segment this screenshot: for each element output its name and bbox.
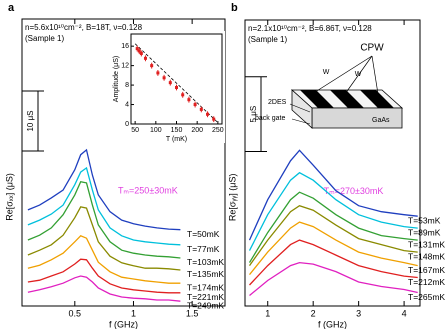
device-diagram: CPW W W 2DES back gate GaAs [255, 43, 404, 129]
series-line [27, 148, 181, 231]
series-label: T=265mK [408, 292, 445, 302]
series-line [248, 204, 418, 266]
arrow [371, 55, 379, 95]
x-tick-label: 200 [191, 127, 203, 134]
point [199, 107, 203, 111]
point [206, 112, 210, 116]
annotation: (Sample 1) [25, 34, 64, 43]
plot-frame [244, 19, 421, 307]
y-tick-label: 12 [121, 62, 129, 69]
x-axis-label: f (GHz) [109, 319, 138, 329]
series-line [27, 275, 181, 302]
series-line [249, 239, 418, 286]
plot-frame [21, 18, 226, 307]
annotation: (Sample 1) [248, 35, 287, 44]
annotation: n=2.1x10¹⁰cm⁻², B=6.86T, ν=0.128 [248, 24, 372, 33]
y-axis-label: Re[σᵧᵧ] (μS) [227, 174, 237, 222]
layer-label: 2DES [268, 99, 287, 106]
pointer [289, 103, 311, 113]
inset-x-label: T (mK) [166, 136, 187, 143]
point [150, 64, 154, 68]
series-line [27, 206, 181, 271]
point [139, 51, 143, 55]
point [135, 47, 139, 51]
series-label: T=53mK [408, 215, 441, 225]
point [175, 86, 178, 90]
series-line [249, 261, 418, 297]
series-line [27, 235, 181, 284]
point [162, 76, 166, 80]
y-tick-label: 16 [121, 43, 129, 50]
inset-y-label: Amplitude (μS) [113, 56, 120, 102]
w-label: W [323, 69, 330, 76]
series-label: T=135mK [187, 269, 224, 279]
substrate-label: GaAs [372, 117, 390, 124]
series-line [27, 166, 181, 246]
arrow [311, 55, 373, 95]
y-tick-label: 4 [125, 101, 129, 108]
series-label: T=131mK [408, 239, 445, 249]
series-label: T=103mK [187, 257, 224, 267]
point [181, 93, 185, 97]
series-line [27, 258, 181, 294]
x-tick-label: 1 [131, 308, 136, 318]
point [137, 49, 141, 53]
point [168, 81, 172, 85]
point [193, 103, 197, 107]
series-line [27, 180, 181, 259]
y-tick-label: 0 [125, 121, 129, 128]
scale-label: 10 μS [26, 110, 35, 131]
w-label: W [355, 71, 362, 78]
x-tick-label: 100 [150, 127, 162, 134]
point [156, 71, 160, 75]
x-tick-label: 250 [212, 127, 224, 134]
x-tick-label: 1 [265, 308, 270, 318]
x-tick-label: 1.5 [186, 308, 199, 318]
series-label: T=148mK [408, 251, 445, 261]
series-label: T=167mK [408, 265, 445, 275]
series-label: T=212mK [408, 277, 445, 287]
x-tick-label: 3 [356, 308, 361, 318]
x-tick-label: 4 [402, 308, 407, 318]
annotation: n=5.6x10¹⁰cm⁻², B=18T, ν=0.128 [25, 23, 143, 32]
x-tick-label: 0.5 [69, 308, 82, 318]
layer-label: back gate [255, 115, 285, 122]
tm-label: Tₘ=270±30mK [324, 186, 384, 196]
scale-label: 5 μS [249, 106, 258, 123]
cpw-stripe [330, 90, 364, 108]
series-label: T=221mK [187, 292, 224, 302]
x-axis-label: f (GHz) [318, 319, 347, 329]
series-label: T=50mK [187, 229, 220, 239]
point [187, 98, 191, 102]
tm-label: Tₘ=250±30mK [118, 186, 178, 196]
series-label: T=249mK [187, 300, 224, 310]
series-label: T=89mK [408, 227, 441, 237]
series-line [248, 191, 418, 263]
series-label: T=77mK [187, 244, 220, 254]
cpw-stripe [300, 90, 334, 108]
series-line [248, 149, 418, 241]
fit-line [134, 43, 219, 123]
cpw-label: CPW [360, 43, 384, 54]
arrow [344, 55, 373, 95]
series-label: T=174mK [187, 282, 224, 292]
panel-label: a [8, 2, 15, 14]
y-tick-label: 8 [125, 82, 129, 89]
pointer [291, 118, 311, 125]
series-line [248, 171, 418, 251]
y-axis-label: Re[σₓₓ] (μS) [4, 173, 14, 221]
x-tick-label: 2 [311, 308, 316, 318]
series-line [248, 221, 418, 276]
x-tick-label: 150 [171, 127, 183, 134]
point [212, 117, 216, 121]
cpw-stripe [360, 90, 394, 108]
x-tick-label: 50 [131, 127, 139, 134]
panel-label: b [231, 2, 238, 14]
point [143, 56, 147, 60]
